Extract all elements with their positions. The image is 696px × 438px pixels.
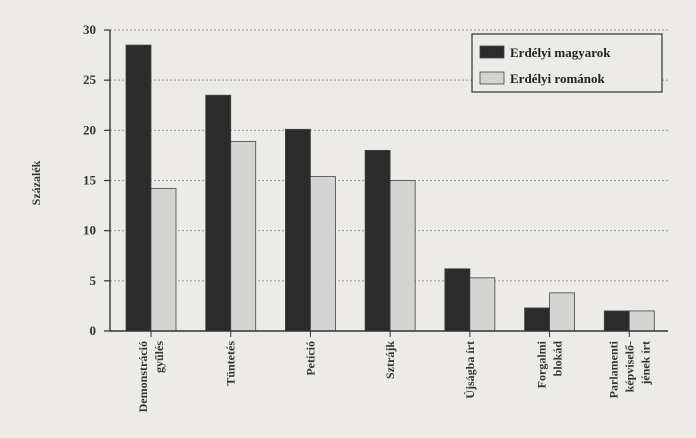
legend-label: Erdélyi románok — [510, 71, 606, 86]
legend: Erdélyi magyarok Erdélyi románok — [471, 33, 663, 93]
bar — [285, 128, 311, 332]
x-category-label: Forgalmi — [535, 340, 549, 388]
bar — [205, 94, 232, 332]
y-tick-label: 25 — [83, 72, 97, 87]
x-category-label: gyűlés — [152, 341, 166, 373]
y-tick-label: 15 — [83, 173, 97, 188]
bar — [524, 307, 550, 332]
y-tick-label: 10 — [83, 223, 96, 238]
x-category-label: Sztrájk — [383, 341, 397, 379]
bar — [628, 310, 655, 332]
x-category-label: Petíció — [303, 341, 317, 376]
bar — [469, 277, 496, 332]
legend-swatch — [479, 71, 505, 85]
x-category-label: képviselő- — [622, 341, 636, 392]
bar — [549, 292, 575, 332]
bar — [389, 180, 416, 332]
bar — [444, 268, 471, 332]
x-category-label: Újságba írt — [463, 341, 477, 399]
bar — [603, 310, 630, 332]
legend-swatch — [479, 45, 505, 59]
x-category-label: Tüntetés — [224, 341, 238, 386]
bar — [125, 44, 152, 332]
y-axis-label: Százalék — [29, 160, 43, 205]
y-tick-label: 5 — [90, 273, 97, 288]
bar — [310, 176, 336, 332]
y-tick-label: 30 — [83, 22, 96, 37]
bar — [364, 149, 391, 332]
bar — [150, 188, 177, 332]
x-category-label: Parlamenti — [606, 340, 620, 398]
y-tick-label: 20 — [83, 122, 96, 137]
x-category-label: Demonstráció — [136, 341, 150, 412]
x-category-label: blokád — [551, 341, 565, 377]
x-category-label: jének írt — [638, 341, 652, 386]
legend-label: Erdélyi magyarok — [510, 45, 611, 60]
y-tick-label: 0 — [90, 323, 97, 338]
bar — [230, 140, 257, 332]
